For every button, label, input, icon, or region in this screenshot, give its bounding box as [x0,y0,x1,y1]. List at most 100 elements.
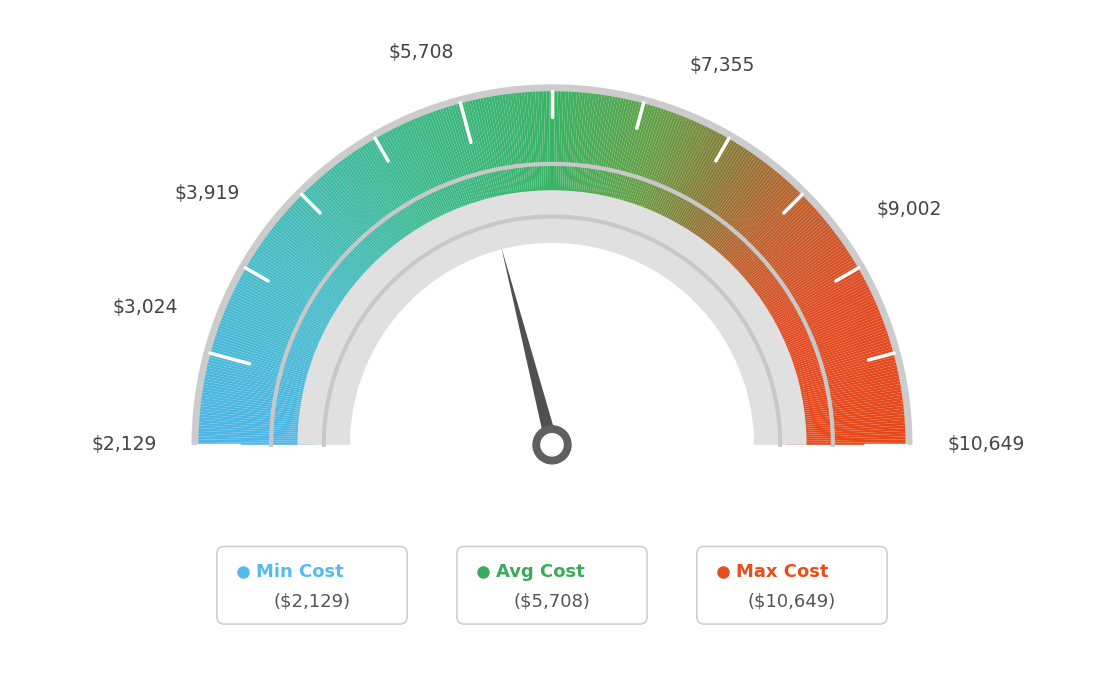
Circle shape [533,426,571,464]
Wedge shape [558,88,563,211]
Wedge shape [587,92,608,214]
Wedge shape [702,172,784,267]
Wedge shape [775,335,892,374]
Wedge shape [363,140,429,246]
Wedge shape [195,422,318,432]
Wedge shape [370,136,434,244]
Wedge shape [786,422,909,432]
Wedge shape [382,129,443,239]
Wedge shape [290,200,381,286]
Wedge shape [214,326,331,369]
Wedge shape [760,280,870,339]
Wedge shape [195,428,318,435]
Wedge shape [778,356,899,388]
Wedge shape [692,159,768,259]
Wedge shape [501,91,521,213]
Wedge shape [679,145,749,249]
Text: $3,919: $3,919 [174,184,240,203]
Wedge shape [284,206,378,290]
Wedge shape [623,104,662,222]
Wedge shape [777,345,895,382]
Wedge shape [611,99,644,219]
Wedge shape [344,152,417,255]
Wedge shape [499,91,519,213]
Wedge shape [746,246,850,316]
Wedge shape [725,204,818,288]
Wedge shape [378,132,439,241]
Wedge shape [670,136,734,244]
Wedge shape [765,298,879,350]
Wedge shape [250,253,354,321]
Wedge shape [708,179,793,272]
Wedge shape [215,324,331,367]
Wedge shape [694,161,771,260]
Wedge shape [762,285,872,342]
Wedge shape [574,90,588,212]
Wedge shape [314,177,397,270]
Wedge shape [678,144,745,248]
Wedge shape [776,340,894,377]
Wedge shape [444,104,484,221]
Wedge shape [434,107,476,224]
Wedge shape [733,219,830,299]
Wedge shape [625,106,665,223]
Wedge shape [234,280,344,339]
Wedge shape [730,213,826,294]
Wedge shape [464,98,496,218]
Wedge shape [252,249,357,318]
Wedge shape [783,381,904,404]
Wedge shape [736,224,835,302]
Wedge shape [729,211,824,293]
Wedge shape [552,88,555,210]
Wedge shape [583,91,603,213]
Wedge shape [723,200,814,286]
Wedge shape [198,400,320,417]
Wedge shape [431,108,475,224]
Wedge shape [308,183,393,274]
Wedge shape [421,112,467,227]
Wedge shape [657,126,714,236]
Wedge shape [442,104,481,222]
Wedge shape [739,228,838,304]
Wedge shape [265,230,364,306]
Wedge shape [644,116,693,230]
Wedge shape [277,215,373,295]
Wedge shape [403,119,456,233]
Wedge shape [299,190,388,279]
Wedge shape [753,261,859,326]
Wedge shape [318,173,400,268]
Wedge shape [560,88,566,211]
Text: Avg Cost: Avg Cost [497,563,585,581]
Wedge shape [785,414,907,426]
Wedge shape [629,108,673,224]
Wedge shape [333,161,410,260]
Wedge shape [349,150,421,253]
Wedge shape [737,226,836,303]
Wedge shape [407,117,459,230]
Wedge shape [262,235,362,308]
Wedge shape [707,177,790,270]
Wedge shape [203,367,323,395]
Wedge shape [592,93,616,215]
FancyBboxPatch shape [216,546,407,624]
Wedge shape [648,119,701,233]
Wedge shape [488,93,512,215]
Wedge shape [744,241,847,313]
Wedge shape [718,193,806,281]
Wedge shape [786,425,909,434]
Wedge shape [236,275,346,335]
Wedge shape [620,104,660,221]
Wedge shape [283,208,376,291]
Wedge shape [242,266,350,329]
Wedge shape [721,198,813,284]
Wedge shape [368,137,433,244]
Wedge shape [521,89,533,212]
Wedge shape [198,395,320,413]
Wedge shape [230,288,342,344]
Wedge shape [638,113,686,228]
Wedge shape [594,94,619,215]
Wedge shape [664,130,724,239]
Wedge shape [786,436,909,441]
Wedge shape [209,342,328,380]
Wedge shape [784,400,906,417]
